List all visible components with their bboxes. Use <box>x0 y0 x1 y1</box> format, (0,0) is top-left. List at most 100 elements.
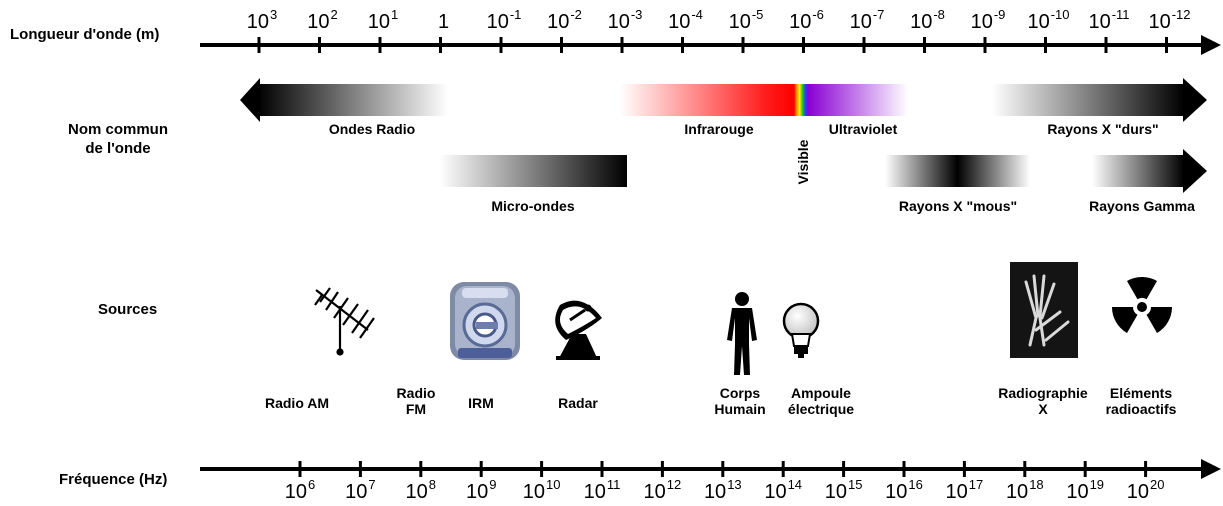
microwave-band <box>440 155 627 187</box>
frequency-tick-exponent: 7 <box>368 477 376 492</box>
wavelength-tick-exponent: -5 <box>751 7 764 22</box>
wavelength-tick-base: 10 <box>849 11 872 33</box>
wavelength-tick-exponent: 2 <box>330 7 338 22</box>
wavelength-tick-base: 10 <box>789 11 812 33</box>
frequency-tick-base: 10 <box>522 481 545 503</box>
wavelength-tick-base: 10 <box>367 11 391 33</box>
frequency-tick-exponent: 12 <box>666 477 682 492</box>
frequency-tick-base: 10 <box>643 481 666 503</box>
wavelength-tick-exponent: -8 <box>933 7 945 22</box>
frequency-tick-label: 1017 <box>946 477 984 504</box>
wavelength-tick-label: 10-1 <box>486 7 522 34</box>
radiation-trefoil-icon <box>1111 277 1173 333</box>
frequency-tick-label: 1013 <box>703 477 742 504</box>
wavelength-axis <box>200 35 1221 55</box>
wavelength-tick-base: 10 <box>910 11 933 33</box>
frequency-tick-base: 10 <box>885 481 908 503</box>
radioactive-label: Eléments radioactifs <box>1105 385 1177 417</box>
frequency-tick-base: 10 <box>824 481 847 503</box>
wavelength-tick-exponent: -7 <box>872 7 885 22</box>
wavelength-tick-base: 10 <box>486 11 509 33</box>
wavelength-tick-label: 10-5 <box>728 7 764 34</box>
radio-band-label: Ondes Radio <box>328 121 416 137</box>
infrared-band-label: Infrarouge <box>684 121 754 137</box>
xray-hand-icon <box>1010 262 1078 358</box>
wavelength-tick-base: 10 <box>307 11 330 33</box>
human-body-label: Corps Humain <box>714 385 766 417</box>
wavelength-tick-label: 10-9 <box>970 7 1006 34</box>
wavelength-tick-exponent: -4 <box>691 7 703 22</box>
wavelength-tick-base: 10 <box>547 11 570 33</box>
antenna-icon <box>314 287 375 356</box>
frequency-tick-exponent: 9 <box>489 477 497 492</box>
wavelength-tick-base: 10 <box>246 11 270 33</box>
frequency-ticks <box>298 461 1148 477</box>
frequency-tick-exponent: 8 <box>428 477 437 492</box>
frequency-tick-base: 10 <box>1066 481 1089 503</box>
frequency-tick-exponent: 6 <box>308 477 316 492</box>
frequency-tick-base: 10 <box>703 481 727 503</box>
light-bulb-icon <box>782 302 820 358</box>
wavelength-tick-exponent: -10 <box>1050 7 1070 22</box>
frequency-tick-exponent: 14 <box>787 477 803 492</box>
frequency-tick-label: 1019 <box>1066 477 1104 504</box>
frequency-tick-exponent: 13 <box>727 477 742 492</box>
wavelength-tick-exponent: -6 <box>812 7 824 22</box>
sources-row-label: Sources <box>98 301 158 318</box>
wavelength-tick-label: 10-3 <box>607 7 643 34</box>
wavelength-tick-base: 10 <box>1027 11 1050 33</box>
microwave-band-label: Micro-ondes <box>491 198 575 214</box>
frequency-tick-exponent: 20 <box>1149 477 1165 492</box>
wavelength-ticks <box>257 37 1168 53</box>
frequency-tick-label: 1018 <box>1005 477 1044 504</box>
frequency-tick-label: 109 <box>465 477 496 504</box>
frequency-tick-base: 10 <box>284 481 308 503</box>
wavelength-tick-label: 102 <box>307 7 337 34</box>
frequency-tick-label: 1014 <box>764 477 802 504</box>
wavelength-tick-base: 10 <box>728 11 751 33</box>
visible-band-label: Visible <box>795 139 811 185</box>
light-bulb-label: Ampoule électrique <box>787 385 855 417</box>
wavelength-tick-label: 1 <box>438 12 449 32</box>
frequency-axis <box>200 459 1221 479</box>
wavelength-tick-base: 10 <box>970 11 993 33</box>
wavelength-tick-label: 10-4 <box>668 7 703 34</box>
frequency-tick-base: 10 <box>405 481 428 503</box>
wavelength-tick-base: 10 <box>607 11 630 33</box>
frequency-tick-base: 10 <box>1005 481 1029 503</box>
wavelength-tick-label: 10-7 <box>849 7 885 34</box>
frequency-row-label: Fréquence (Hz) <box>59 471 168 488</box>
human-silhouette-icon <box>727 292 757 375</box>
wavelength-tick-exponent: 3 <box>270 7 278 22</box>
wavelength-tick-exponent: -11 <box>1111 7 1130 22</box>
frequency-tick-exponent: 11 <box>606 477 621 492</box>
frequency-tick-base: 10 <box>1126 481 1149 503</box>
wavelength-tick-label: 103 <box>246 7 277 34</box>
wavelength-tick-label: 10-8 <box>910 7 945 34</box>
wavelength-tick-label: 10-10 <box>1027 7 1069 34</box>
frequency-tick-base: 10 <box>345 481 368 503</box>
frequency-tick-base: 10 <box>764 481 787 503</box>
wavelength-tick-exponent: -3 <box>630 7 643 22</box>
wavelength-tick-label: 101 <box>367 7 398 34</box>
frequency-tick-label: 1012 <box>643 477 682 504</box>
hard-xray-band-label: Rayons X "durs" <box>1047 121 1159 137</box>
gamma-band <box>1092 149 1207 193</box>
hard-xray-band <box>992 78 1207 122</box>
visible-band <box>794 84 808 116</box>
wavelength-tick-exponent: 1 <box>391 7 399 22</box>
frequency-tick-label: 1011 <box>583 477 621 504</box>
soft-xray-band-label: Rayons X "mous" <box>898 198 1018 214</box>
wavelength-tick-base: 10 <box>668 11 691 33</box>
frequency-tick-base: 10 <box>583 481 606 503</box>
frequency-tick-base: 10 <box>465 481 489 503</box>
frequency-tick-label: 1010 <box>522 477 561 504</box>
radar-label: Radar <box>558 395 598 411</box>
wavelength-tick-base: 1 <box>437 11 450 33</box>
frequency-tick-label: 108 <box>405 477 436 504</box>
wavelength-tick-label: 10-11 <box>1088 7 1129 34</box>
frequency-tick-label: 106 <box>284 477 315 504</box>
frequency-tick-exponent: 15 <box>847 477 863 492</box>
